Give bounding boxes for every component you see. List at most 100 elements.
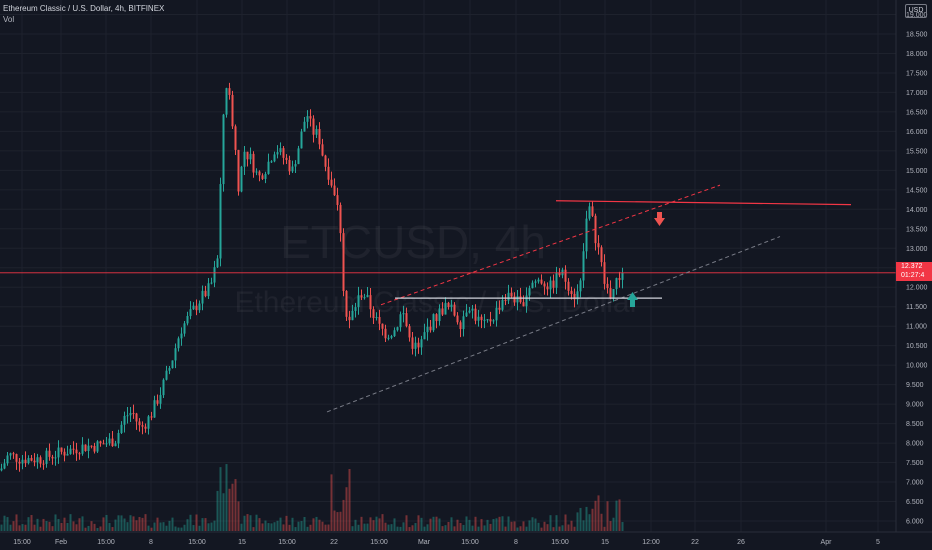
price-tick-label: 14.500 xyxy=(906,187,928,194)
candle-body xyxy=(255,171,258,173)
volume-bar xyxy=(468,519,471,531)
volume-bar xyxy=(210,522,213,531)
volume-bar xyxy=(282,524,285,531)
volume-bar xyxy=(453,526,456,531)
volume-bar xyxy=(273,522,276,531)
candle-body xyxy=(51,456,54,459)
volume-bar xyxy=(222,493,225,531)
candle-body xyxy=(435,314,438,322)
candle-body xyxy=(267,161,270,174)
volume-bar xyxy=(36,518,39,531)
volume-bar xyxy=(54,514,57,531)
volume-bar xyxy=(411,525,414,531)
volume-bar xyxy=(150,527,153,531)
candle-body xyxy=(213,267,216,283)
time-tick-label: Mar xyxy=(418,539,431,546)
candle-body xyxy=(168,368,171,371)
volume-bar xyxy=(339,511,342,531)
volume-bar xyxy=(579,507,582,531)
volume-bar xyxy=(510,521,513,531)
candle-body xyxy=(6,455,9,464)
volume-bar xyxy=(480,519,483,531)
volume-indicator-label[interactable]: Vol xyxy=(3,15,15,24)
volume-bar xyxy=(564,514,567,531)
volume-bar xyxy=(444,525,447,531)
symbol-title[interactable]: Ethereum Classic / U.S. Dollar, 4h, BITF… xyxy=(3,4,165,13)
time-tick-label: 8 xyxy=(149,539,153,546)
candle-body xyxy=(432,314,435,331)
volume-bar xyxy=(372,520,375,531)
volume-bar xyxy=(501,516,504,531)
candle-body xyxy=(216,258,219,268)
price-tick-label: 12.000 xyxy=(906,285,928,292)
candle-body xyxy=(468,310,471,313)
volume-bar xyxy=(603,526,606,531)
candle-body xyxy=(195,305,198,311)
candle-body xyxy=(87,445,90,452)
volume-bar xyxy=(240,523,243,531)
volume-bar xyxy=(576,512,579,531)
candle-body xyxy=(180,333,183,339)
volume-bar xyxy=(180,527,183,531)
candle-body xyxy=(453,304,456,316)
candle-body xyxy=(528,288,531,296)
volume-bar xyxy=(117,515,120,531)
volume-bar xyxy=(363,523,366,531)
candle-body xyxy=(402,313,405,315)
volume-bar xyxy=(207,523,210,531)
candle-body xyxy=(573,293,576,300)
candle-body xyxy=(480,316,483,321)
volume-bar xyxy=(606,501,609,531)
volume-bar xyxy=(396,526,399,531)
volume-bar xyxy=(525,526,528,531)
volume-bar xyxy=(261,523,264,531)
candle-body xyxy=(120,424,123,433)
volume-bar xyxy=(573,526,576,531)
candle-body xyxy=(342,233,345,291)
candle-body xyxy=(492,320,495,322)
candle-body xyxy=(501,300,504,310)
candle-body xyxy=(327,166,330,180)
volume-bar xyxy=(177,527,180,531)
volume-bar xyxy=(252,527,255,531)
volume-bar xyxy=(321,521,324,531)
volume-bar xyxy=(504,526,507,531)
candle-body xyxy=(462,316,465,330)
volume-bar xyxy=(450,517,453,531)
currency-button[interactable]: USD xyxy=(905,4,927,18)
volume-bar xyxy=(63,517,66,531)
price-tick-label: 8.500 xyxy=(906,421,924,428)
candle-body xyxy=(333,185,336,196)
candle-body xyxy=(348,316,351,321)
volume-bar xyxy=(9,524,12,531)
volume-bar xyxy=(615,500,618,531)
volume-bar xyxy=(483,525,486,531)
candle-body xyxy=(129,413,132,416)
candle-body xyxy=(198,303,201,311)
candle-body xyxy=(114,443,117,447)
volume-bar xyxy=(15,514,18,531)
candle-body xyxy=(306,116,309,122)
candle-body xyxy=(411,337,414,349)
volume-bar xyxy=(33,524,36,531)
candle-body xyxy=(138,421,141,426)
drawings[interactable] xyxy=(0,184,896,413)
candle-body xyxy=(303,121,306,132)
candle-body xyxy=(471,308,474,311)
time-axis[interactable]: 15:00 Feb 15:00 8 15:00 15 15:00 22 15:00 Mar 15:0… xyxy=(13,539,880,546)
candle-body xyxy=(429,326,432,331)
volume-bar xyxy=(192,525,195,531)
price-tick-label: 10.500 xyxy=(906,343,928,350)
volume-bar xyxy=(3,515,6,531)
volume-bar xyxy=(336,512,339,531)
volume-bar xyxy=(585,506,588,531)
volume-bar xyxy=(597,495,600,531)
last-price-value: 12.372 xyxy=(901,263,923,270)
volume-bar xyxy=(171,517,174,531)
candle-body xyxy=(552,280,555,288)
volume-bar xyxy=(435,516,438,531)
volume-bar xyxy=(405,515,408,531)
volume-bar xyxy=(267,523,270,531)
candle-body xyxy=(621,272,624,280)
